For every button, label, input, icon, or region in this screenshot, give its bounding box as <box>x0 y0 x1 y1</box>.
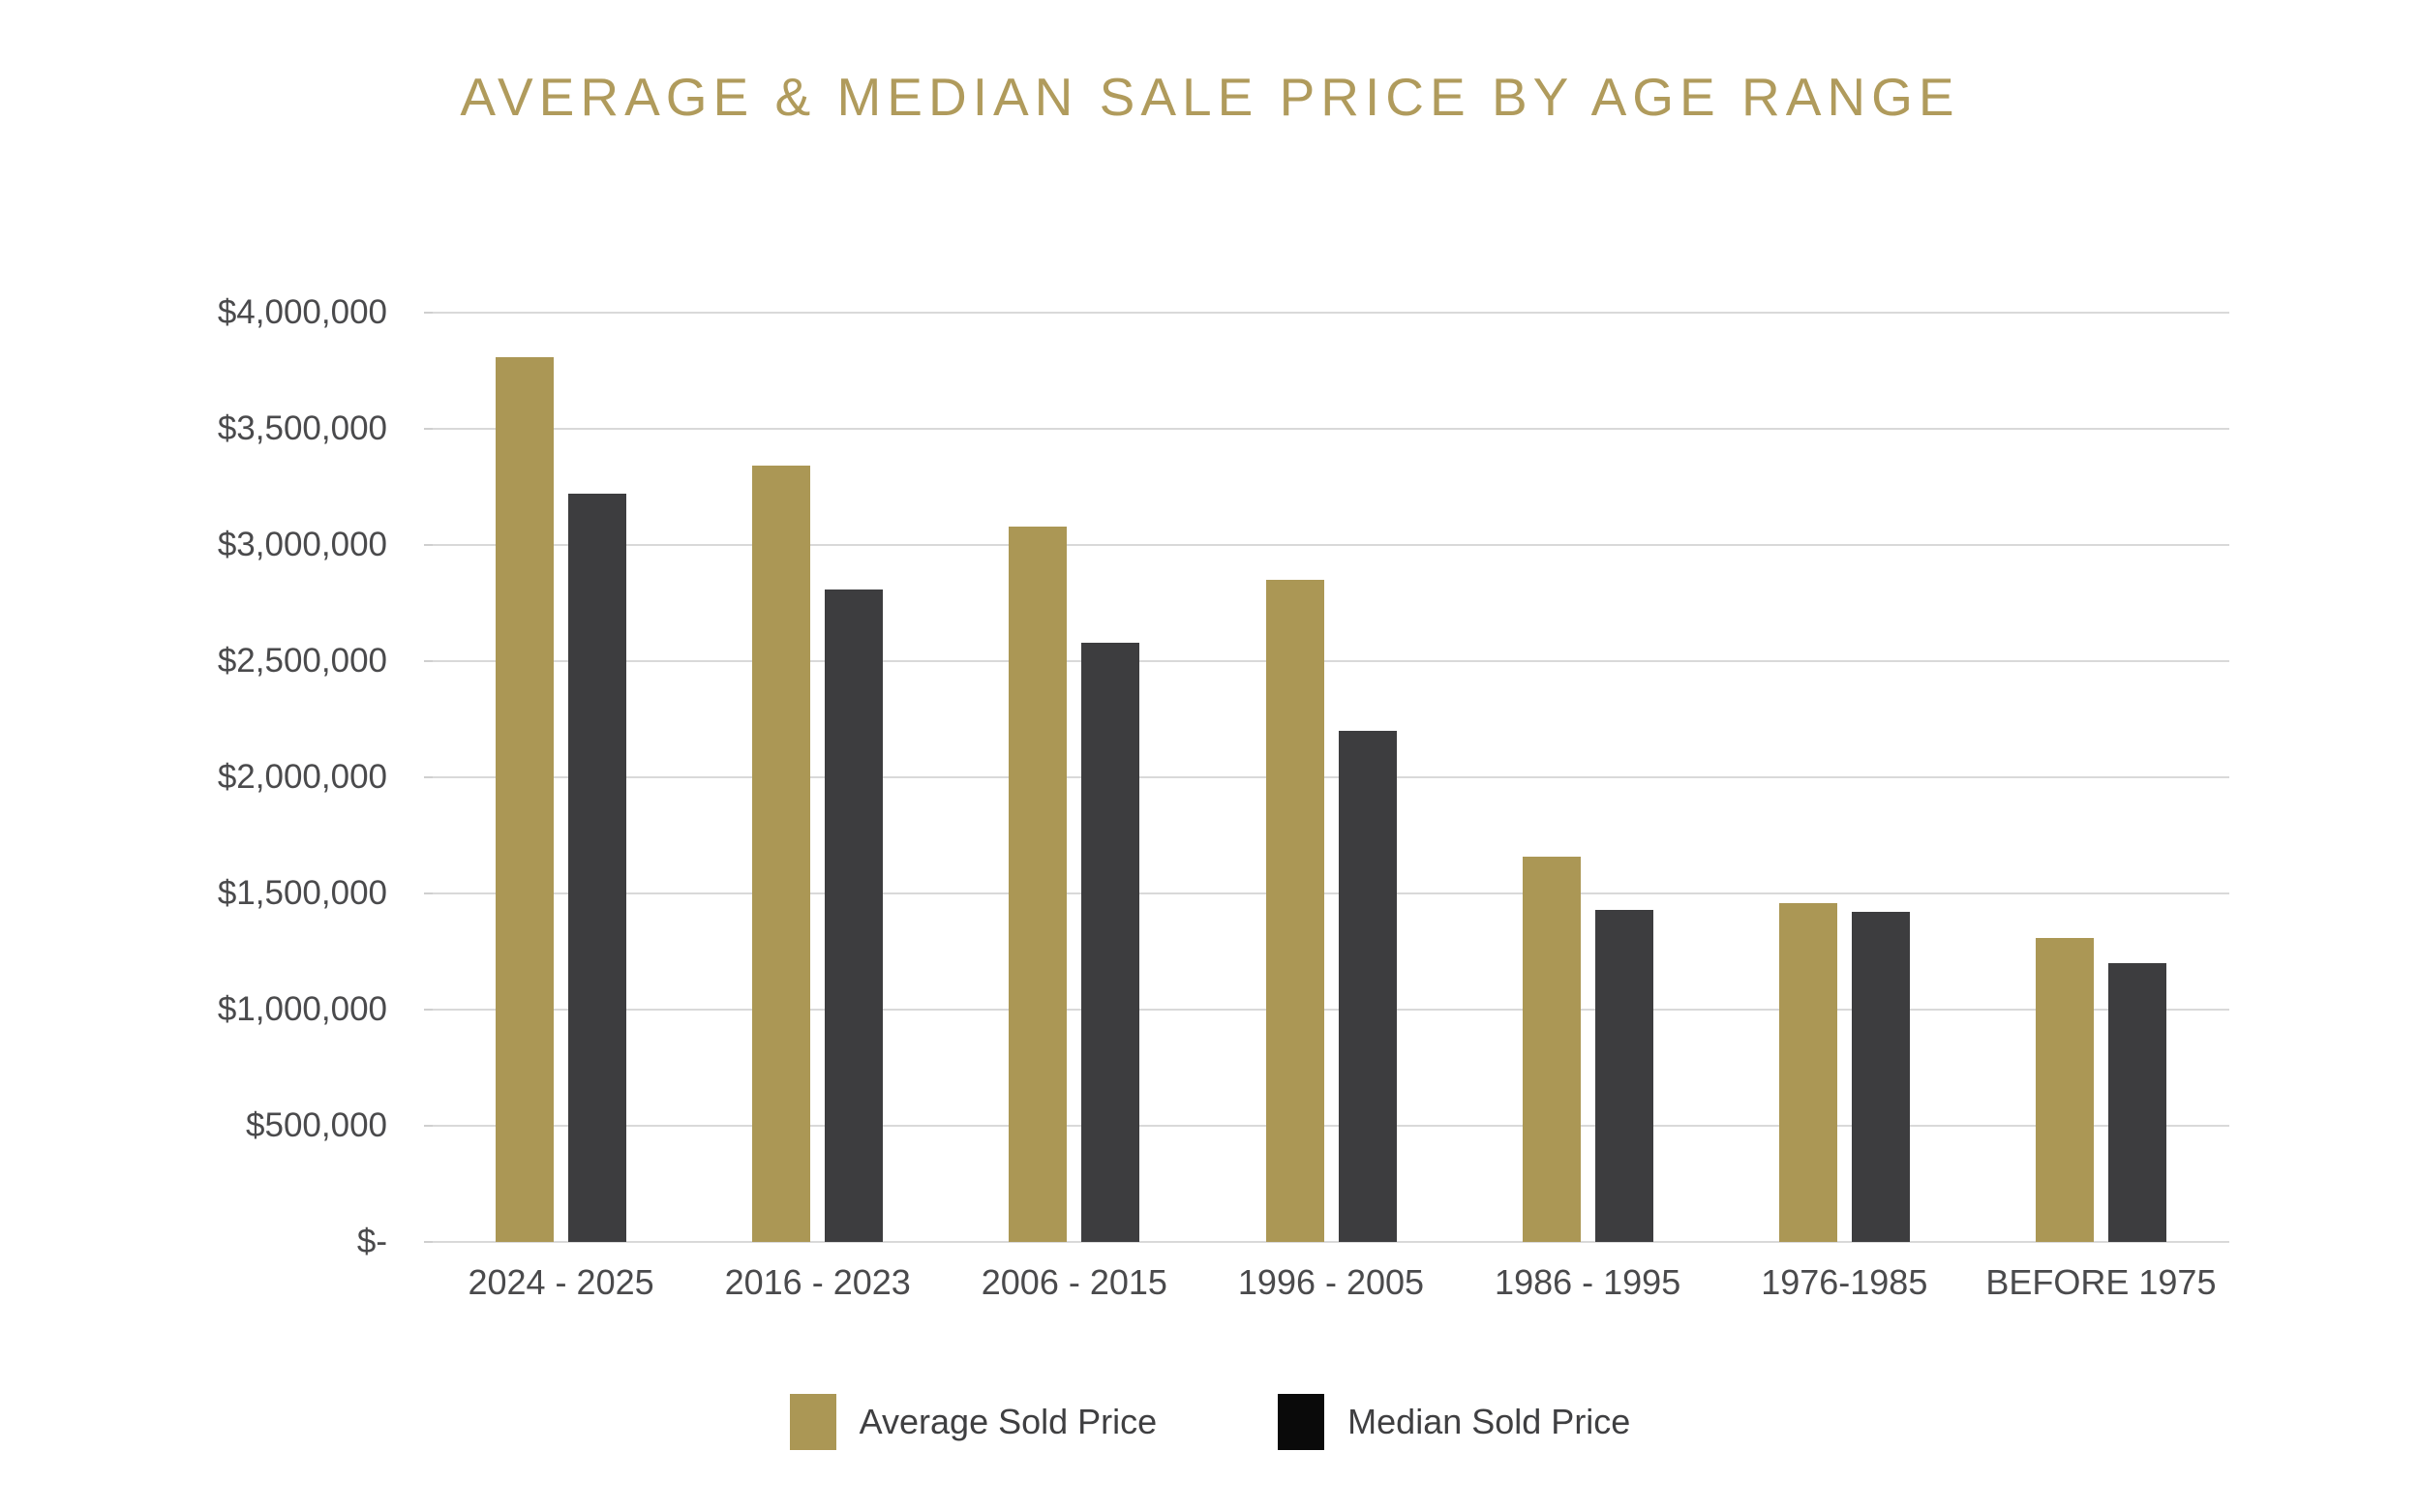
y-axis-tick <box>424 1009 433 1011</box>
x-axis-label: 1986 - 1995 <box>1495 1262 1681 1302</box>
legend-item: Median Sold Price <box>1278 1394 1630 1450</box>
y-axis-tick <box>424 312 433 314</box>
gridline <box>433 660 2229 662</box>
bar-median-sold-price <box>1081 642 1140 1242</box>
chart-legend: Average Sold Price Median Sold Price <box>0 1394 2420 1450</box>
legend-label: Average Sold Price <box>859 1402 1158 1441</box>
bar-average-sold-price <box>1778 902 1837 1242</box>
gridline <box>433 892 2229 894</box>
bar-median-sold-price <box>1594 909 1653 1242</box>
legend-label: Median Sold Price <box>1347 1402 1631 1441</box>
bar-average-sold-price <box>1265 580 1324 1242</box>
y-axis-tick <box>424 544 433 546</box>
x-axis-label: 2024 - 2025 <box>468 1262 654 1302</box>
bar-median-sold-price <box>1851 912 1910 1242</box>
y-axis-label: $4,000,000 <box>217 293 387 331</box>
x-axis-label: 2016 - 2023 <box>724 1262 911 1302</box>
gridline <box>433 312 2229 314</box>
y-axis-label: $1,500,000 <box>217 874 387 912</box>
bar-average-sold-price <box>1009 526 1068 1242</box>
y-axis-label: $2,000,000 <box>217 758 387 796</box>
gridline <box>433 1009 2229 1011</box>
x-axis-label: 1996 - 2005 <box>1237 1262 1425 1302</box>
gridline <box>433 1125 2229 1127</box>
bar-average-sold-price <box>752 466 811 1242</box>
legend-swatch-median <box>1278 1394 1325 1450</box>
y-axis-tick <box>424 892 433 894</box>
y-axis-tick <box>424 1125 433 1127</box>
x-axis-label: BEFORE 1975 <box>1985 1262 2217 1302</box>
bar-median-sold-price <box>1338 731 1397 1242</box>
bar-average-sold-price <box>496 356 555 1242</box>
gridline <box>433 544 2229 546</box>
y-axis-label: $3,000,000 <box>217 526 387 563</box>
legend-item: Average Sold Price <box>789 1394 1158 1450</box>
y-axis-tick <box>424 776 433 778</box>
y-axis-tick <box>424 428 433 430</box>
bar-median-sold-price <box>825 589 884 1242</box>
y-axis-label: $500,000 <box>246 1106 387 1144</box>
gridline <box>433 776 2229 778</box>
bar-median-sold-price <box>2107 963 2166 1242</box>
y-axis-label: $3,500,000 <box>217 409 387 447</box>
y-axis-label: $1,000,000 <box>217 990 387 1028</box>
y-axis-tick <box>424 660 433 662</box>
legend-swatch-average <box>789 1394 836 1450</box>
y-axis-label: $2,500,000 <box>217 642 387 680</box>
y-axis-tick <box>424 1241 433 1243</box>
x-axis-line <box>433 1241 2229 1243</box>
gridline <box>433 428 2229 430</box>
x-axis-label: 2006 - 2015 <box>981 1262 1167 1302</box>
chart-title: AVERAGE & MEDIAN SALE PRICE BY AGE RANGE <box>460 67 1960 127</box>
x-axis-label: 1976-1985 <box>1761 1262 1928 1302</box>
bar-average-sold-price <box>2035 937 2094 1242</box>
bar-average-sold-price <box>1522 856 1581 1242</box>
y-axis-label: $- <box>356 1223 387 1260</box>
bar-median-sold-price <box>568 494 627 1242</box>
